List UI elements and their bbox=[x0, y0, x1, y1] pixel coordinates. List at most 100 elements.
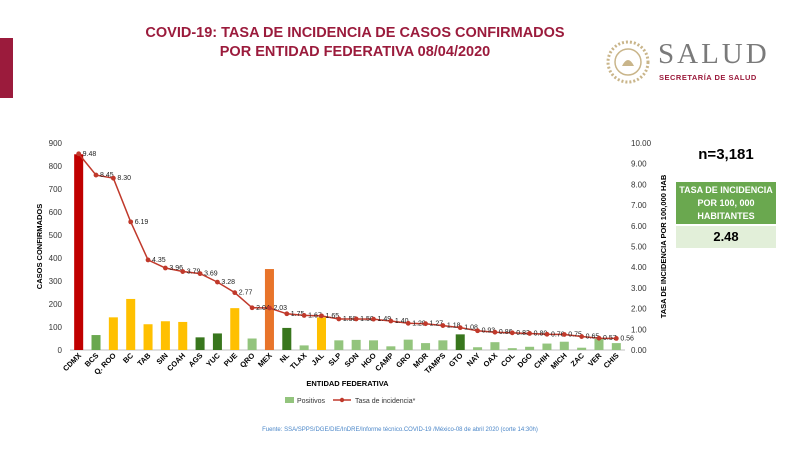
y2-axis-title: TASA DE INCIDENCIA POR 100,000 HAB bbox=[659, 174, 668, 318]
bar bbox=[316, 317, 326, 350]
bar bbox=[299, 345, 309, 350]
data-label: 1.65 bbox=[325, 313, 339, 320]
data-label: 1.67 bbox=[308, 312, 322, 319]
y2-tick-label: 2.00 bbox=[631, 305, 647, 314]
incidence-point bbox=[128, 219, 134, 225]
x-tick-label: ZAC bbox=[569, 351, 587, 369]
bar bbox=[178, 321, 188, 350]
incidence-point bbox=[145, 257, 151, 263]
bar bbox=[507, 348, 517, 350]
bar bbox=[247, 338, 257, 350]
data-label: 0.86 bbox=[499, 329, 513, 336]
incidence-point bbox=[509, 330, 515, 336]
y-tick-label: 900 bbox=[49, 139, 63, 148]
data-label: 1.50 bbox=[343, 316, 357, 323]
x-tick-label: MEX bbox=[256, 351, 274, 369]
incidence-point bbox=[596, 335, 602, 341]
x-tick-label: AGS bbox=[187, 351, 205, 369]
bar bbox=[369, 340, 379, 350]
data-label: 0.93 bbox=[482, 328, 496, 335]
data-label: 8.30 bbox=[117, 175, 131, 182]
data-label: 3.69 bbox=[204, 271, 218, 278]
title-line-2: POR ENTIDAD FEDERATIVA 08/04/2020 bbox=[219, 44, 491, 60]
incidence-point bbox=[110, 175, 116, 181]
incidence-point bbox=[267, 305, 272, 311]
x-tick-label: JAL bbox=[310, 351, 327, 368]
x-tick-label: DGO bbox=[516, 351, 535, 370]
incidence-point bbox=[301, 313, 307, 318]
data-label: 1.08 bbox=[464, 325, 478, 332]
incidence-point bbox=[353, 316, 359, 322]
x-tick-label: GTO bbox=[447, 351, 465, 369]
bar bbox=[195, 337, 205, 350]
incidence-point bbox=[475, 328, 480, 334]
bar bbox=[386, 346, 396, 350]
incidence-point bbox=[336, 316, 342, 322]
data-label: 1.29 bbox=[412, 320, 426, 327]
incidence-point bbox=[457, 325, 463, 331]
y2-tick-label: 7.00 bbox=[631, 201, 647, 210]
bar bbox=[455, 334, 465, 350]
bar bbox=[143, 324, 153, 350]
x-tick-label: CAMP bbox=[373, 351, 395, 373]
incidence-point bbox=[284, 311, 290, 317]
x-tick-label: QRO bbox=[238, 351, 257, 370]
incidence-point bbox=[180, 269, 186, 274]
page-title: COVID-19: TASA DE INCIDENCIA DE CASOS CO… bbox=[120, 24, 590, 62]
legend-swatch-point bbox=[339, 397, 345, 403]
bar bbox=[91, 335, 101, 350]
incidence-point bbox=[405, 320, 411, 326]
y-tick-label: 200 bbox=[49, 300, 63, 309]
y2-tick-label: 9.00 bbox=[631, 160, 647, 169]
data-label: 9.48 bbox=[83, 151, 97, 158]
x-tick-label: TAB bbox=[136, 351, 153, 368]
incidence-point bbox=[561, 332, 567, 337]
data-label: 1.18 bbox=[447, 323, 461, 330]
y-tick-label: 400 bbox=[49, 254, 63, 263]
data-label: 0.57 bbox=[603, 335, 617, 342]
bar bbox=[611, 343, 621, 350]
y-tick-label: 100 bbox=[49, 323, 63, 332]
data-label: 0.76 bbox=[551, 331, 565, 338]
data-label: 1.49 bbox=[378, 316, 392, 323]
bar bbox=[594, 338, 604, 350]
data-label: 0.83 bbox=[516, 330, 530, 337]
x-tick-label: OAX bbox=[481, 351, 499, 369]
bar bbox=[351, 339, 361, 350]
bar bbox=[421, 343, 431, 350]
salud-brand: SALUD bbox=[658, 38, 770, 70]
bar bbox=[542, 343, 552, 350]
y2-tick-label: 10.00 bbox=[631, 139, 652, 148]
data-label: 3.79 bbox=[187, 269, 201, 276]
rate-value-box: 2.48 bbox=[676, 226, 776, 248]
incidence-point bbox=[215, 279, 220, 285]
incidence-point bbox=[371, 316, 376, 322]
incidence-point bbox=[197, 271, 203, 277]
data-label: 1.27 bbox=[430, 321, 444, 328]
bar bbox=[160, 321, 170, 350]
bar bbox=[230, 308, 240, 350]
x-tick-label: CDMX bbox=[61, 351, 83, 373]
legend-swatch-bar bbox=[285, 397, 294, 403]
x-tick-label: PUE bbox=[222, 351, 239, 368]
y2-tick-label: 5.00 bbox=[631, 243, 647, 252]
data-label: 1.75 bbox=[291, 311, 305, 318]
x-tick-label: MICH bbox=[549, 351, 569, 371]
bar bbox=[559, 341, 569, 350]
data-label: 3.96 bbox=[169, 265, 183, 272]
data-label: 2.03 bbox=[273, 305, 287, 312]
incidence-line bbox=[78, 153, 617, 340]
incidence-point bbox=[613, 336, 619, 341]
x-tick-label: CHIS bbox=[602, 351, 621, 370]
incidence-point bbox=[423, 321, 428, 327]
data-label: 6.19 bbox=[135, 219, 149, 226]
bar bbox=[108, 317, 118, 350]
incidence-point bbox=[76, 151, 82, 157]
title-line-1: COVID-19: TASA DE INCIDENCIA DE CASOS CO… bbox=[145, 25, 565, 41]
data-label: 1.50 bbox=[360, 316, 374, 323]
bar bbox=[473, 347, 483, 350]
y2-tick-label: 1.00 bbox=[631, 325, 647, 334]
y2-tick-label: 6.00 bbox=[631, 222, 647, 231]
data-label: 8.45 bbox=[100, 172, 114, 179]
